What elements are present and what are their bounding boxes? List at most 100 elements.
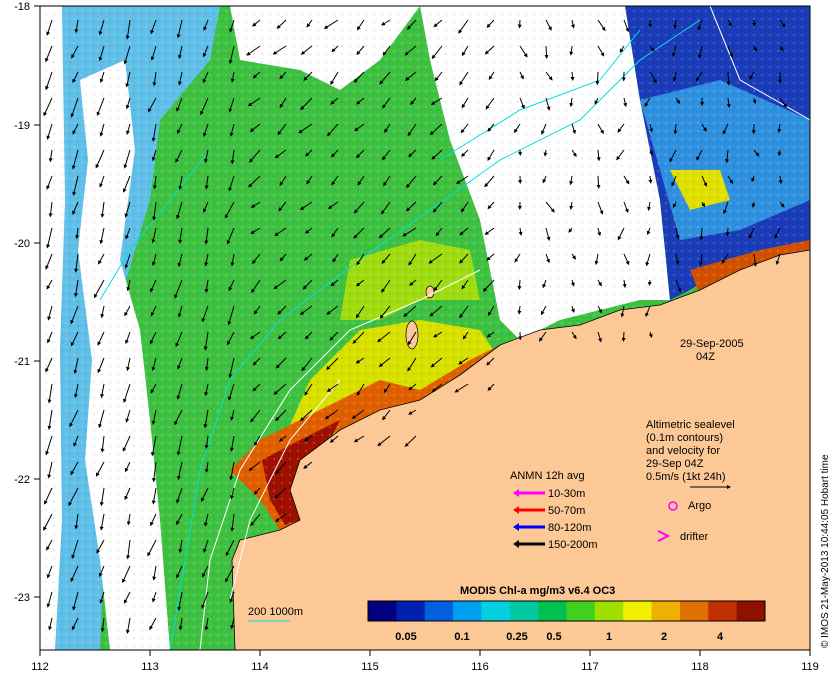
velocity-arrow <box>150 19 157 35</box>
velocity-arrow <box>176 201 183 220</box>
velocity-arrow <box>230 409 235 421</box>
velocity-arrow <box>201 305 209 323</box>
velocity-arrow <box>93 279 105 299</box>
velocity-arrow <box>204 149 209 164</box>
velocity-arrow <box>277 305 287 315</box>
velocity-arrow <box>204 175 209 190</box>
velocity-arrow <box>649 71 657 84</box>
velocity-arrow <box>432 201 443 213</box>
velocity-arrow <box>70 461 79 476</box>
velocity-arrow <box>279 253 287 262</box>
velocity-arrow <box>384 123 391 133</box>
velocity-arrow <box>753 149 760 157</box>
velocity-arrow <box>46 227 53 249</box>
velocity-arrow <box>403 305 417 317</box>
velocity-arrow <box>70 305 79 325</box>
velocity-arrow <box>545 227 551 241</box>
velocity-arrow <box>97 331 105 346</box>
velocity-arrow <box>405 71 417 81</box>
velocity-arrow <box>150 45 157 61</box>
velocity-arrow <box>226 227 235 245</box>
velocity-arrow <box>229 591 235 603</box>
velocity-arrow <box>331 227 339 238</box>
velocity-arrow <box>330 279 339 287</box>
velocity-arrow <box>456 175 469 184</box>
velocity-arrow <box>229 435 235 452</box>
velocity-arrow <box>278 435 287 442</box>
velocity-arrow <box>122 565 131 584</box>
velocity-arrow <box>429 123 443 136</box>
velocity-arrow <box>408 383 417 391</box>
velocity-arrow <box>433 19 443 28</box>
velocity-arrow <box>95 149 105 169</box>
velocity-arrow <box>381 19 391 26</box>
velocity-arrow <box>178 227 183 244</box>
velocity-arrow <box>753 253 758 267</box>
velocity-arrow <box>249 149 261 163</box>
velocity-arrow <box>749 71 755 80</box>
velocity-arrow <box>545 253 550 264</box>
velocity-arrow <box>48 201 53 218</box>
velocity-arrow <box>98 565 105 578</box>
velocity-arrow <box>227 331 235 346</box>
velocity-arrow <box>99 175 105 188</box>
velocity-arrow <box>303 461 313 469</box>
argo-marker <box>668 501 678 511</box>
velocity-arrow <box>225 565 235 583</box>
velocity-arrow <box>779 19 786 28</box>
velocity-arrow <box>45 357 53 373</box>
velocity-arrow <box>352 331 365 344</box>
velocity-arrow <box>378 357 391 368</box>
velocity-arrow <box>126 123 131 135</box>
velocity-arrow <box>227 305 235 326</box>
velocity-arrow <box>230 617 235 630</box>
velocity-arrow <box>459 253 469 264</box>
velocity-arrow <box>381 149 391 161</box>
velocity-arrow <box>302 279 313 290</box>
velocity-arrow <box>250 227 261 235</box>
velocity-arrow <box>100 617 105 633</box>
velocity-arrow <box>202 45 209 58</box>
velocity-arrow <box>177 71 183 86</box>
velocity-arrow <box>72 591 79 611</box>
velocity-arrow <box>72 71 79 84</box>
velocity-arrow <box>299 305 313 315</box>
velocity-arrow <box>252 71 261 79</box>
velocity-arrow <box>698 45 703 59</box>
velocity-arrow <box>569 97 574 108</box>
velocity-arrow <box>517 279 522 291</box>
velocity-arrow <box>99 487 105 507</box>
velocity-arrow <box>178 617 183 631</box>
velocity-arrow <box>644 97 651 107</box>
velocity-arrow <box>47 383 53 404</box>
velocity-arrow <box>176 383 183 400</box>
velocity-arrow <box>74 253 79 273</box>
velocity-arrow <box>306 175 313 185</box>
velocity-arrow <box>484 227 495 235</box>
velocity-arrow <box>517 305 522 315</box>
velocity-arrow <box>331 175 339 186</box>
velocity-arrow <box>175 331 183 348</box>
velocity-arrow <box>727 45 734 58</box>
velocity-arrow <box>382 45 391 56</box>
velocity-arrow <box>303 71 313 81</box>
velocity-arrow <box>722 123 729 135</box>
velocity-arrow <box>203 539 209 553</box>
velocity-arrow <box>203 19 209 31</box>
velocity-arrow <box>331 45 339 53</box>
velocity-arrow <box>277 123 287 136</box>
velocity-arrow <box>275 461 287 475</box>
velocity-arrow <box>330 97 339 105</box>
velocity-arrow <box>176 461 183 481</box>
velocity-arrow <box>569 45 574 56</box>
longitude-axis: 112 113 114 115 116 117 118 119 <box>31 650 819 673</box>
velocity-arrow <box>571 149 577 158</box>
velocity-arrow <box>47 409 53 430</box>
velocity-arrow <box>675 227 680 240</box>
velocity-arrow <box>485 97 495 110</box>
velocity-arrow <box>617 123 625 133</box>
velocity-arrow <box>725 149 730 164</box>
velocity-arrow <box>150 279 157 293</box>
velocity-arrow <box>178 45 183 60</box>
